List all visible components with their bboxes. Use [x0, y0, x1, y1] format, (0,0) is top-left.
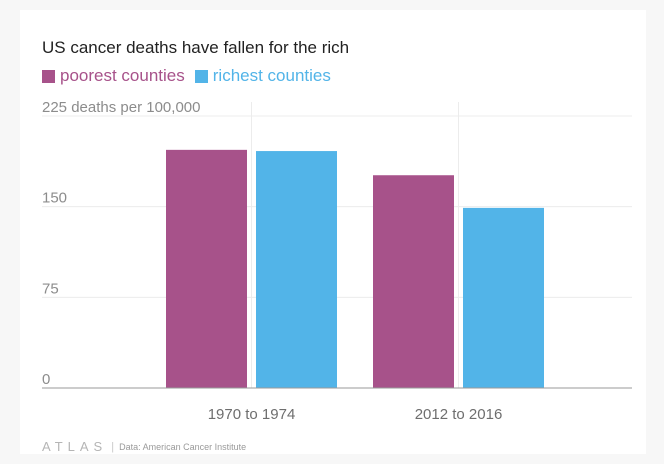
y-tick-label-1: 75	[42, 280, 59, 297]
footer-separator: |	[111, 440, 115, 453]
atlas-logo: ATLAS	[42, 439, 108, 454]
legend-item-poorest: poorest counties	[42, 66, 185, 86]
legend-swatch-poorest	[42, 69, 55, 83]
legend-item-richest: richest counties	[194, 66, 331, 86]
bar-richest-1	[463, 207, 544, 388]
chart-title: US cancer deaths have fallen for the ric…	[42, 38, 350, 57]
bar-poorest-0	[166, 149, 247, 388]
x-tick-label-1: 2012 to 2016	[415, 406, 503, 423]
x-tick-label-0: 1970 to 1974	[208, 406, 296, 423]
bar-poorest-1	[373, 175, 454, 388]
chart-card: US cancer deaths have fallen for the ric…	[20, 10, 646, 454]
legend-label-richest: richest counties	[212, 66, 331, 85]
bar-chart: 0 75 150 225 deaths per 100,000 1970 to 1974…	[42, 99, 632, 423]
legend: poorest counties richest counties	[42, 66, 341, 86]
data-source: Data: American Cancer Institute	[119, 441, 247, 452]
footer: ATLAS | Data: American Cancer Institute	[42, 439, 246, 454]
y-tick-label-2: 150	[42, 190, 67, 207]
legend-label-poorest: poorest counties	[60, 66, 185, 85]
y-tick-label-0: 0	[42, 371, 50, 388]
y-tick-label-3: 225 deaths per 100,000	[42, 99, 200, 116]
bar-richest-0	[256, 151, 337, 388]
legend-swatch-richest	[194, 69, 208, 83]
